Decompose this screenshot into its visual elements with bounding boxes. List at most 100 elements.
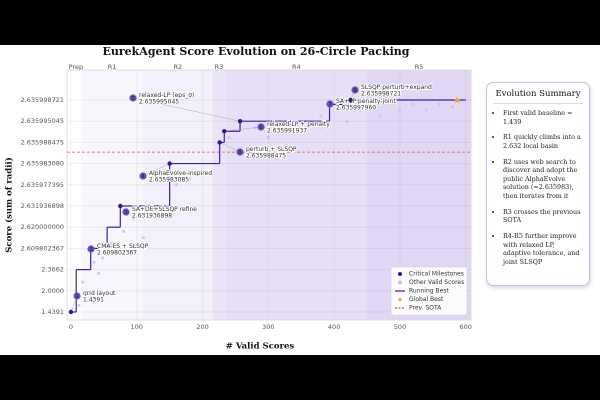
- other-score: [358, 108, 363, 112]
- summary-panel: Evolution Summary First valid baseline =…: [486, 82, 590, 286]
- other-score: [108, 242, 113, 246]
- milestone-leader: [219, 142, 241, 153]
- milestone-value: 2.635983085: [149, 177, 189, 184]
- milestone-value: 2.631936898: [132, 213, 172, 220]
- milestone-badge: [236, 148, 244, 156]
- milestone-dot: [217, 140, 222, 145]
- phase-label: R4: [292, 63, 301, 71]
- milestone-label: perturb + SLSQP: [246, 146, 297, 153]
- phase-band: [143, 70, 213, 320]
- other-score: [131, 216, 136, 220]
- milestone-number: 7: [328, 102, 332, 108]
- phase-label: Prep: [69, 63, 83, 71]
- milestone-badge: [122, 208, 130, 216]
- other-score: [286, 122, 290, 127]
- x-axis-label: # Valid Scores: [226, 342, 295, 352]
- summary-item: R3 crosses the previous SOTA: [503, 208, 583, 225]
- milestone-label: SLSQP perturb+expand: [361, 84, 432, 91]
- y-tick-label: 2.635988475: [21, 138, 64, 146]
- chart-title: EurekAgent Score Evolution on 26-Circle …: [102, 45, 409, 58]
- other-score: [112, 247, 116, 251]
- milestone-leader: [142, 163, 170, 177]
- other-score: [266, 135, 270, 140]
- milestone-label: relaxed-LP + penalty: [267, 121, 330, 128]
- other-score: [299, 129, 303, 133]
- phase-band: [212, 70, 226, 320]
- milestone-value: 2.635998721: [361, 91, 401, 98]
- milestone-badge: [139, 172, 147, 180]
- milestone-number: 5: [131, 96, 135, 102]
- summary-item: First valid baseline = 1.439: [503, 109, 583, 126]
- other-score: [227, 135, 231, 140]
- other-score: [411, 102, 415, 106]
- x-tick-label: 600: [460, 323, 472, 331]
- x-tick-label: 200: [196, 323, 208, 331]
- other-score: [450, 105, 455, 109]
- milestone-value: 2.635997960: [336, 105, 376, 112]
- legend-label: Running Best: [409, 288, 449, 295]
- other-score: [154, 211, 159, 215]
- y-tick-label: 2.635998721: [21, 96, 64, 104]
- other-score: [174, 183, 178, 187]
- global-best-star: [453, 96, 461, 104]
- milestone-number: 9: [353, 88, 357, 94]
- summary-title: Evolution Summary: [493, 89, 583, 104]
- summary-item: R4-R5 further improve with relaxed LP, a…: [503, 232, 583, 267]
- y-tick-label: 2.635983080: [21, 160, 64, 168]
- milestone-value: 2.635988475: [246, 153, 286, 160]
- other-score: [424, 108, 428, 112]
- milestone-dot: [68, 309, 74, 315]
- milestone-dot: [237, 119, 243, 124]
- legend-label: Global Best: [409, 296, 444, 303]
- legend-swatch: [398, 280, 402, 285]
- legend-box: [390, 266, 468, 316]
- y-tick-label: 2.635977395: [21, 181, 64, 189]
- other-score: [200, 169, 205, 173]
- y-tick-label: 1.4391: [41, 308, 64, 316]
- milestone-value: 2.635991937: [267, 128, 307, 135]
- milestone-leader: [132, 97, 241, 122]
- other-score: [141, 235, 145, 240]
- other-score: [81, 280, 85, 284]
- y-axis-label: Score (sum of radii): [4, 157, 15, 252]
- other-score: [345, 119, 349, 123]
- milestone-badge: [87, 245, 95, 253]
- y-tick-label: 2.609802367: [21, 244, 64, 252]
- legend-label: Critical Milestones: [409, 271, 464, 278]
- y-tick-label: 2.620000000: [21, 223, 64, 231]
- summary-item: R1 quickly climbs into a 2.632 local bas…: [503, 133, 583, 150]
- milestone-label: SA+LP penalty-joint: [336, 98, 396, 105]
- milestone-value: 2.635995045: [139, 99, 179, 106]
- phase-band: [70, 70, 81, 320]
- other-score: [398, 108, 402, 112]
- milestone-label: grid layout: [83, 290, 116, 297]
- milestone-value: 2.609802367: [97, 250, 137, 257]
- milestone-label: relaxed-LP (eps_σ): [139, 92, 194, 99]
- legend-label: Prev. SOTA: [409, 305, 442, 312]
- x-tick-label: 300: [262, 323, 274, 331]
- milestone-leader: [224, 126, 262, 132]
- milestone-dot: [348, 97, 353, 103]
- milestone-dot: [167, 161, 172, 166]
- milestone-value: 1.4391: [83, 297, 104, 304]
- legend-swatch: [398, 298, 402, 301]
- y-tick-label: 2.0000: [41, 287, 64, 295]
- phase-band: [80, 70, 144, 320]
- phase-label: R5: [415, 63, 424, 71]
- x-tick-label: 500: [394, 323, 406, 331]
- milestone-label: CMA-ES + SLSQP: [97, 243, 149, 250]
- milestone-label: SA+DE+SLSQP refine: [132, 206, 197, 213]
- other-score: [437, 102, 442, 106]
- other-score: [100, 256, 105, 260]
- other-score: [77, 303, 81, 307]
- summary-item: R2 uses web search to discover and adopt…: [503, 158, 583, 201]
- phase-label: R2: [174, 63, 183, 71]
- phase-label: R1: [108, 63, 117, 71]
- x-tick-label: 100: [131, 323, 143, 331]
- milestone-badge: [129, 94, 137, 102]
- other-score: [319, 114, 323, 118]
- milestone-number: 6: [259, 125, 263, 131]
- other-score: [83, 294, 88, 299]
- x-tick-label: 400: [328, 323, 340, 331]
